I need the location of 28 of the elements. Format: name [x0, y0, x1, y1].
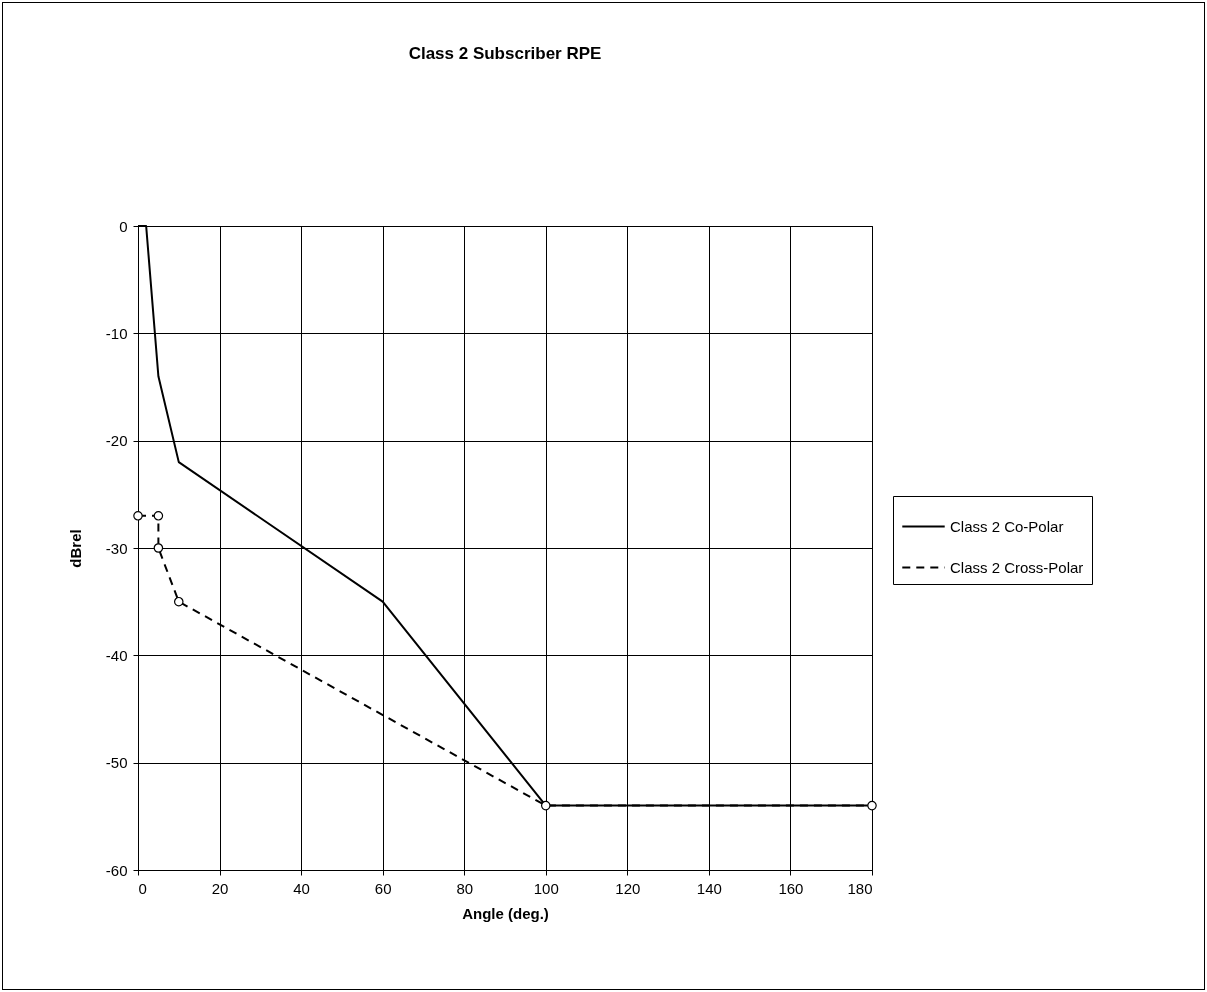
point [173, 596, 184, 607]
x-tick-label: 160 [778, 879, 804, 897]
y-tick-label: -50 [105, 754, 128, 772]
x-tick-label: 20 [211, 879, 229, 897]
x-tick-label: 60 [374, 879, 392, 897]
legend-label: Class 2 Co-Polar [950, 517, 1064, 535]
point [133, 511, 143, 521]
x-tick-label: 40 [293, 879, 310, 897]
x-tick-label: 100 [533, 879, 559, 897]
y-tick-label: -30 [105, 539, 128, 557]
legend-label: Class 2 Cross-Polar [950, 558, 1084, 576]
point [867, 800, 877, 811]
point [540, 800, 551, 811]
chart-title: Class 2 Subscriber RPE [408, 44, 602, 63]
x-tick-label: 180 [847, 879, 873, 897]
y-tick-label: 0 [119, 217, 128, 235]
y-tick-label: -60 [105, 861, 128, 879]
x-tick-label: 120 [615, 879, 641, 897]
x-axis-title: Angle (deg.) [462, 904, 549, 922]
y-tick-label: -40 [105, 646, 128, 664]
y-tick-label: -20 [105, 432, 128, 450]
point [153, 511, 164, 521]
point [153, 543, 164, 553]
x-tick-label: 140 [696, 879, 722, 897]
x-tick-label: 80 [456, 879, 474, 897]
x-tick-label: 0 [138, 879, 147, 897]
y-axis-title: dBrel [66, 529, 84, 568]
y-tick-label: -10 [105, 324, 128, 342]
